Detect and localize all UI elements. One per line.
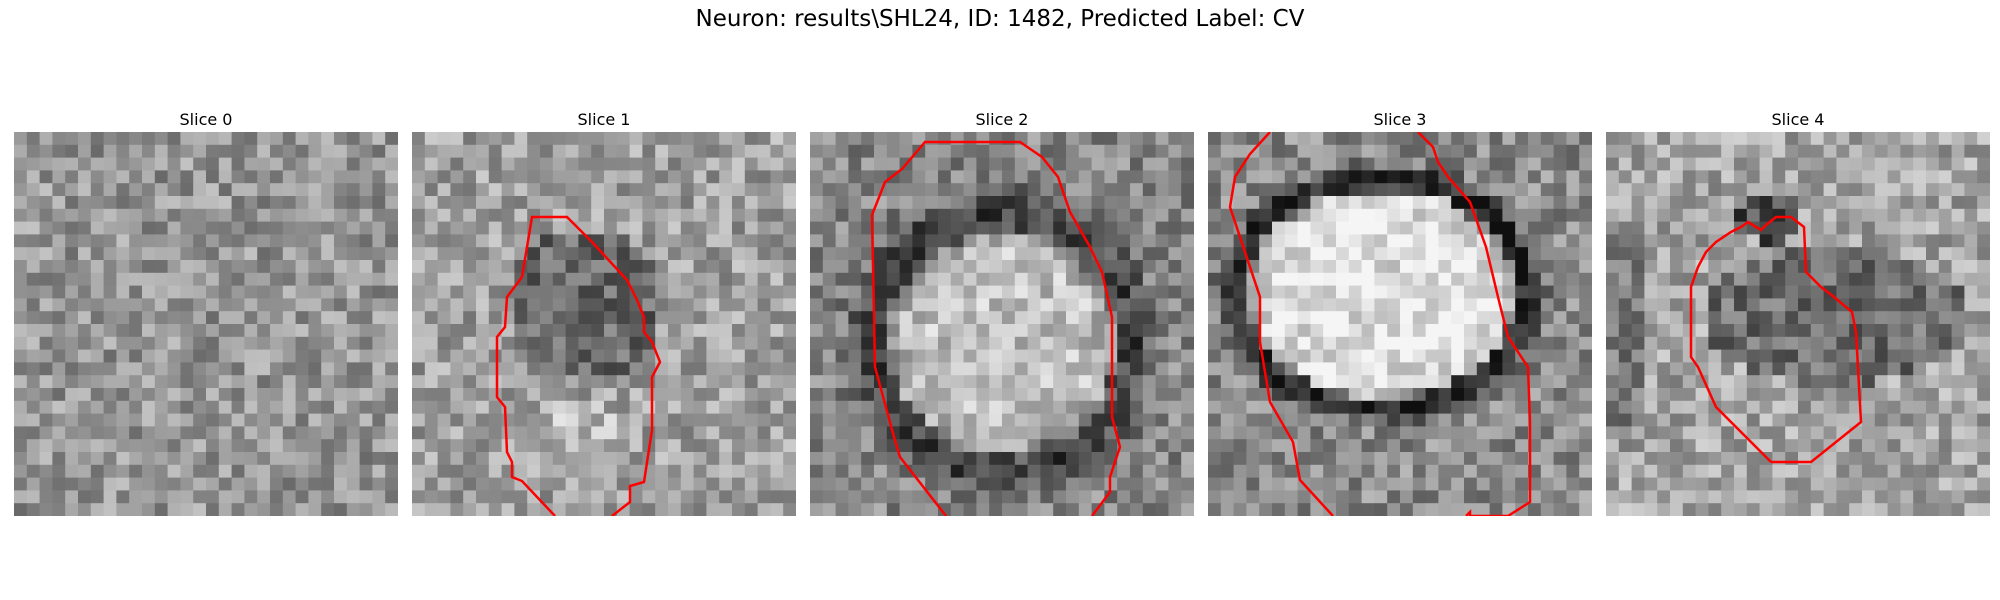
slice-title-3: Slice 3 [1373, 110, 1427, 129]
slice-panel-2: Slice 2 [810, 108, 1194, 516]
slice-panel-1: Slice 1 [412, 108, 796, 516]
slice-panel-4: Slice 4 [1606, 108, 1990, 516]
slice-image-0 [14, 132, 398, 516]
slice-title-4: Slice 4 [1771, 110, 1825, 129]
outline-slice-4 [1689, 215, 1863, 464]
slice-image-2 [810, 132, 1194, 516]
outline-slice-2 [870, 140, 1122, 516]
slice-image-1 [412, 132, 796, 516]
slice-image-3 [1208, 132, 1592, 516]
slice-title-2: Slice 2 [975, 110, 1029, 129]
outline-slice-1 [495, 215, 662, 516]
outline-slice-3b [1417, 132, 1532, 516]
outline-slice-3 [1228, 132, 1334, 516]
figure-title: Neuron: results\SHL24, ID: 1482, Predict… [695, 6, 1305, 32]
slice-image-4 [1606, 132, 1990, 516]
slice-title-1: Slice 1 [577, 110, 631, 129]
slice-panel-3: Slice 3 [1208, 108, 1592, 516]
slice-panel-0: Slice 0 [14, 108, 398, 516]
slice-title-0: Slice 0 [179, 110, 233, 129]
